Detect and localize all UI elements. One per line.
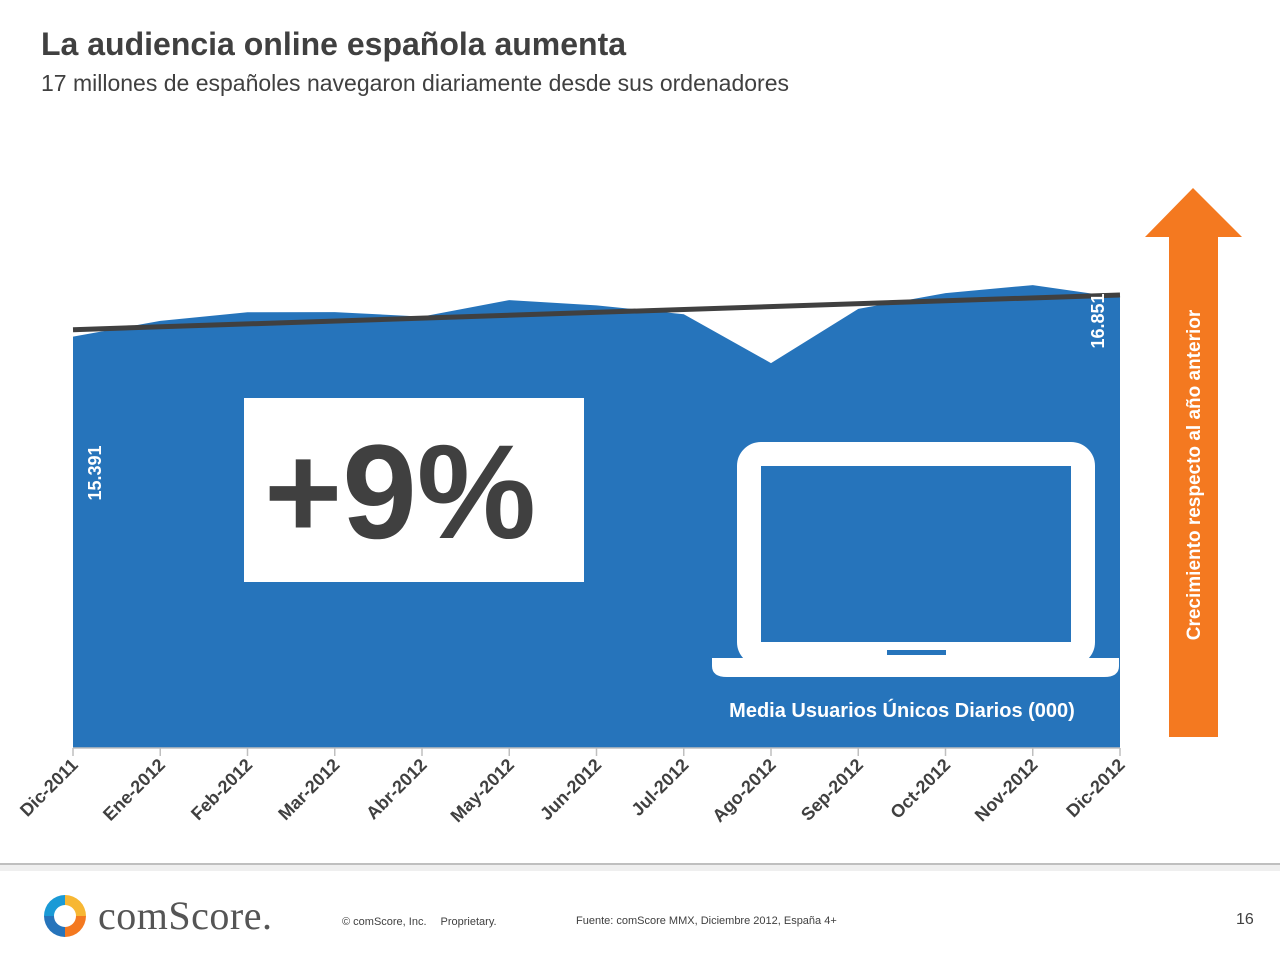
copyright-notice: © comScore, Inc. Proprietary. (342, 916, 497, 928)
laptop-icon (712, 442, 1119, 677)
x-tick-label: Oct-2012 (886, 755, 954, 823)
x-tick-label: Abr-2012 (362, 755, 431, 824)
x-tick-label: Ago-2012 (708, 755, 779, 826)
audience-chart: Dic-2011 Ene-2012 Feb-2012 Mar-2012 Abr-2012… (16, 188, 1242, 826)
comscore-logo-icon (44, 895, 86, 937)
growth-arrow-label: Crecimiento respecto al año anterior (1184, 309, 1205, 640)
proprietary-text: Proprietary. (440, 916, 497, 928)
data-label-dic-2012: 16.851 (1088, 293, 1108, 348)
x-tick-label: May-2012 (447, 755, 518, 826)
page-title: La audiencia online española aumenta (41, 26, 627, 62)
x-tick-label: Dic-2011 (16, 755, 82, 821)
x-tick-label: Dic-2012 (1062, 755, 1129, 822)
comscore-logo-text: comScore. (98, 893, 273, 938)
series-legend-label: Media Usuarios Únicos Diarios (000) (729, 698, 1075, 722)
trend-line (72, 292, 1121, 333)
x-tick-label: Jun-2012 (536, 755, 605, 824)
x-tick-label: Jul-2012 (627, 755, 692, 820)
area-series (73, 285, 1120, 748)
footer-divider (0, 863, 1280, 865)
source-note: Fuente: comScore MMX, Diciembre 2012, Es… (576, 915, 837, 927)
x-tick-label: Ene-2012 (99, 755, 169, 825)
comscore-logo: comScore. (42, 893, 302, 939)
x-tick-label: Mar-2012 (274, 755, 343, 824)
x-tick-label: Sep-2012 (797, 755, 867, 825)
growth-callout-text: +9% (264, 418, 536, 567)
x-tick-label: Nov-2012 (971, 755, 1042, 826)
data-label-dic-2011: 15.391 (85, 445, 105, 500)
footer-band (0, 865, 1280, 871)
growth-callout-box (244, 398, 584, 582)
growth-arrow (1145, 188, 1242, 737)
page-subtitle: 17 millones de españoles navegaron diari… (41, 70, 789, 96)
x-tick-label: Feb-2012 (187, 755, 256, 824)
copyright-text: © comScore, Inc. (342, 916, 427, 928)
page-number: 16 (1236, 911, 1254, 928)
